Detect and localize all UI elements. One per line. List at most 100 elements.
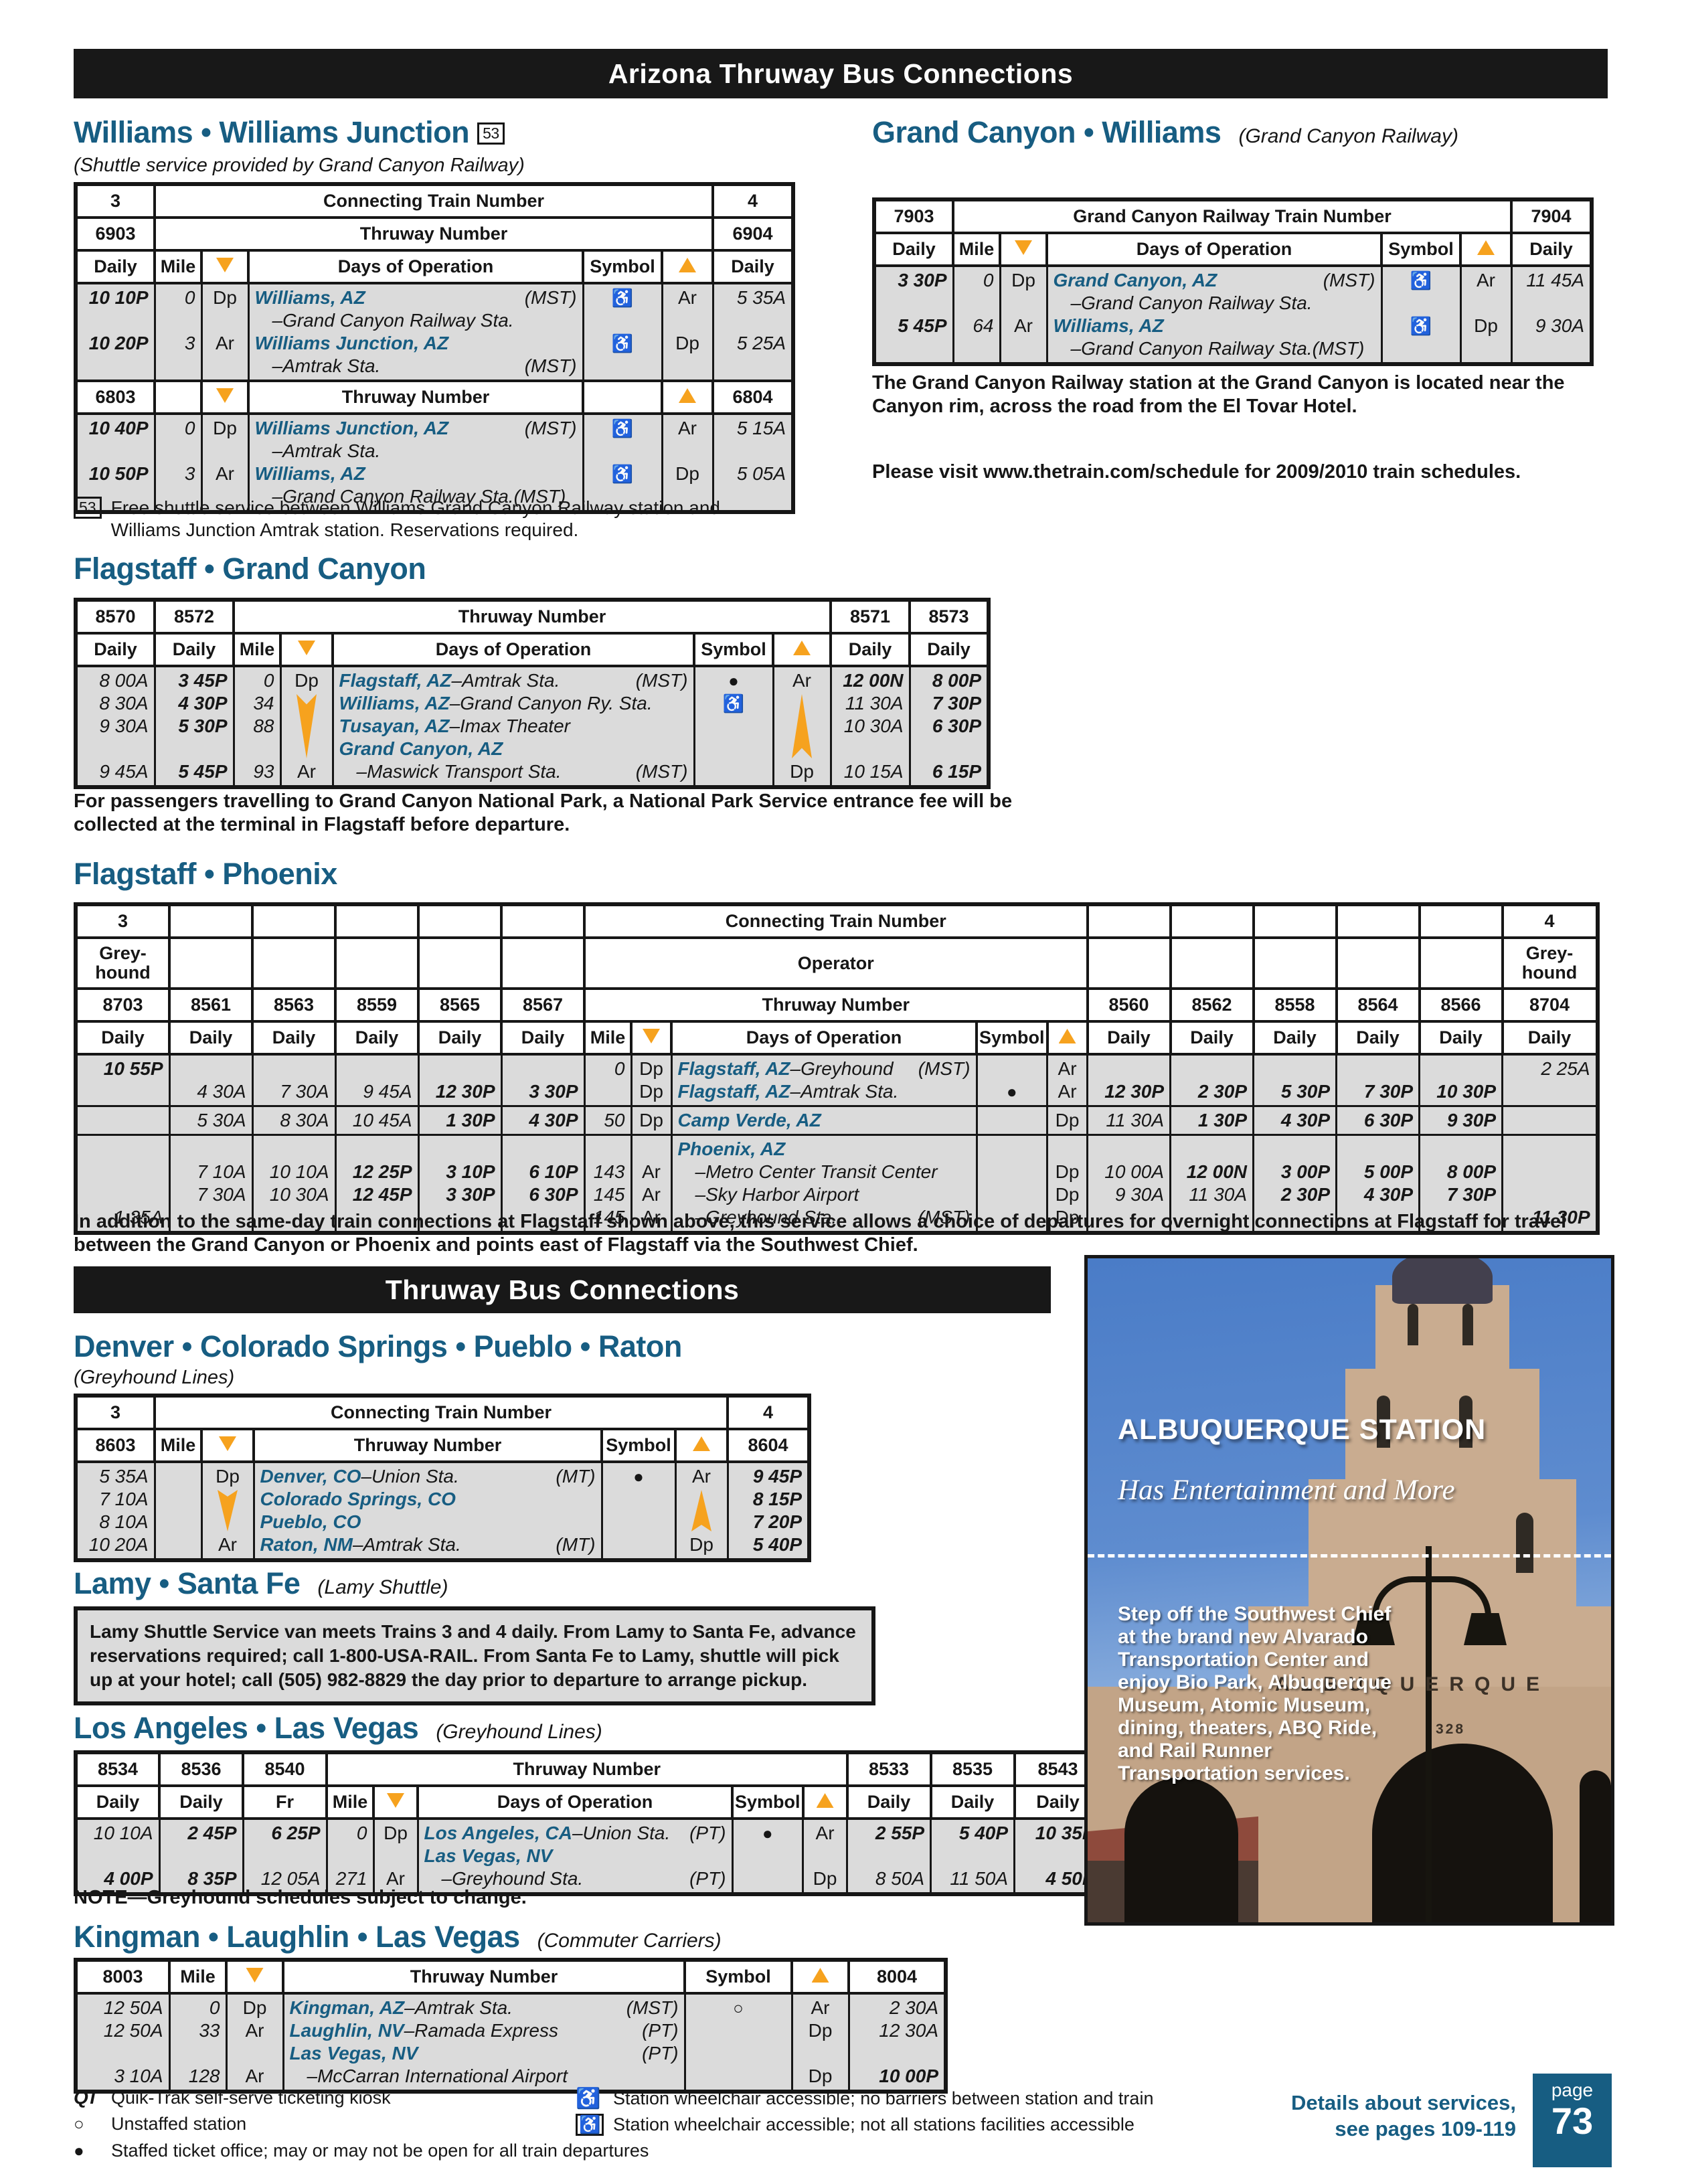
empty-line — [83, 2042, 163, 2065]
station-line: –Grand Canyon Railway Sta. — [1054, 292, 1375, 315]
timetable-cell: 10 40P 10 50P — [74, 412, 156, 513]
timetable-cell — [153, 1460, 203, 1562]
cell-text: 3 10A — [114, 2066, 163, 2086]
section-title-text: Grand Canyon • Williams — [872, 115, 1222, 149]
header-cell: 8703 — [74, 987, 171, 1023]
cell-text: Dp — [295, 670, 319, 691]
station-detail: –Grand Canyon Ry. Sta. — [449, 693, 653, 713]
timetable-cell: 3 10P 3 30P — [417, 1134, 503, 1234]
station-name: Denver, CO — [260, 1466, 361, 1487]
timetable-cell: 11 30P — [1501, 1134, 1599, 1234]
cell-text: 9 45A — [99, 761, 149, 782]
cell-text: 5 15A — [736, 418, 786, 438]
header-cell — [801, 1784, 849, 1820]
wheelchair-boxed-icon: ♿ — [576, 2114, 613, 2136]
timetable-cell: Ar Ar — [1046, 1053, 1089, 1107]
header-cell: Symbol — [975, 1020, 1049, 1056]
empty-line — [161, 1511, 195, 1533]
cell-text: Dp — [384, 1823, 408, 1843]
timetable-cell: 11 30A — [1086, 1105, 1172, 1136]
arrow-up-icon — [811, 1968, 829, 1983]
arrow-up-icon — [1477, 240, 1495, 255]
station-detail: (MST) — [918, 1058, 971, 1079]
cell-text: 0 — [356, 1823, 367, 1843]
header-cell: Daily — [1169, 1020, 1255, 1056]
cell-text: 9 30P — [1446, 1110, 1497, 1130]
empty-line — [1343, 1058, 1413, 1080]
timetable-grid: 7903 Grand Canyon Railway Train Number 790… — [872, 197, 1594, 366]
station-name: Tusayan, AZ — [339, 716, 450, 736]
cell-text: hound — [1521, 962, 1578, 983]
header-cell: Days of Operation — [1045, 232, 1383, 267]
header-cell: Daily — [1252, 1020, 1338, 1056]
cell-text: 8 50A — [875, 1868, 925, 1889]
header-cell — [999, 232, 1048, 267]
cell-text: 10 10P — [88, 287, 149, 308]
timetable-flagstaff-phoenix: 3 Connecting Train Number 4 Grey-hound Op… — [74, 902, 1600, 1235]
station-line: –Grand Canyon Railway Sta.(MST) — [255, 485, 577, 508]
station-line: –Metro Center Transit Center — [678, 1161, 971, 1183]
empty-line — [720, 309, 786, 332]
cell-text: 9 45A — [363, 1081, 412, 1102]
station-detail: (MST) — [1323, 270, 1375, 290]
header-cell: Mile — [952, 232, 1001, 267]
arch-doorway — [1580, 1770, 1611, 1922]
empty-line — [1509, 1080, 1590, 1103]
timetable-cell: 50 — [583, 1105, 633, 1136]
promo-body-text: Step off the Southwest Chief at the bran… — [1118, 1603, 1392, 1784]
station-detail: –Greyhound Sta. — [695, 1207, 837, 1228]
timetable-grid: 3 Connecting Train Number 4 Grey-hound Op… — [74, 902, 1600, 1235]
station-line: Flagstaff, AZ –Amtrak Sta. — [678, 1080, 971, 1103]
tower-window — [1516, 1513, 1533, 1573]
timetable-cell: Phoenix, AZ –Metro Center Transit Center –… — [670, 1134, 978, 1234]
header-cell: 8563 — [251, 987, 337, 1023]
station-line: –Grand Canyon Railway Sta. — [255, 309, 577, 332]
empty-line — [983, 1109, 1041, 1132]
header-cell: Daily — [158, 1784, 244, 1820]
cell-text: 2 30P — [1280, 1184, 1331, 1205]
header-cell — [200, 249, 250, 284]
cell-text: 11 30A — [1106, 1110, 1165, 1130]
station-detail: –Imax Theater — [449, 716, 570, 736]
header-cell — [661, 249, 714, 284]
quik-trak-icon: QT — [74, 2087, 98, 2108]
lamp-bell — [1352, 1613, 1395, 1645]
empty-line — [983, 1058, 1041, 1080]
timetable-grid: 3 Connecting Train Number 4 8603 Mile Thruway… — [74, 1394, 811, 1562]
header-cell: Days of Operation — [247, 249, 584, 284]
header-cell — [200, 1428, 255, 1463]
empty-line — [176, 1058, 246, 1080]
header-cell: 8570 — [74, 598, 156, 635]
timetable-cell: 8 00A 8 30A 9 30A 9 45A — [74, 665, 156, 788]
timetable-cell: 12 30P — [1086, 1053, 1172, 1107]
header-cell: Connecting Train Number — [153, 183, 714, 219]
timetable-cell: ♿ ♿ — [582, 282, 663, 382]
station-name: Williams Junction, AZ — [254, 418, 449, 438]
timetable-cell: 4 30P — [500, 1105, 586, 1136]
cell-text: 3 30P — [529, 1081, 578, 1102]
header-cell: Daily — [168, 1020, 254, 1056]
empty-line — [508, 1138, 578, 1161]
station-name: Flagstaff, AZ — [339, 670, 452, 691]
empty-line — [638, 1138, 665, 1161]
legend-wheelchair-partial: ♿ Station wheelchair accessible; not all… — [576, 2114, 1134, 2136]
empty-line — [1509, 1109, 1590, 1132]
cell-text: Dp — [813, 1868, 837, 1889]
cell-text: 145 — [593, 1207, 625, 1228]
top-section-bar: Arizona Thruway Bus Connections — [74, 49, 1608, 98]
cell-text: 128 — [188, 2066, 220, 2086]
empty-line — [233, 2042, 277, 2065]
station-line: Kingman, AZ –Amtrak Sta. (MST) — [290, 1997, 679, 2019]
wheelchair-icon: ♿ — [1410, 270, 1432, 290]
header-cell: Thruway Number — [325, 1751, 849, 1787]
timetable-cell: 7 10A 7 30A — [168, 1134, 254, 1234]
legend-quik-trak: QT Quik-Trak self-serve ticketing kiosk — [74, 2087, 391, 2108]
cell-text: Dp — [213, 418, 237, 438]
cell-text: Dp — [675, 463, 699, 484]
arrow-up-icon — [1058, 1029, 1076, 1043]
cell-text: Ar — [792, 670, 811, 691]
cell-text: 8 10A — [99, 1511, 149, 1532]
empty-line — [1388, 292, 1454, 315]
cell-text: 11 50A — [950, 1868, 1009, 1889]
station-line: –Greyhound Sta. (MST) — [678, 1206, 971, 1229]
